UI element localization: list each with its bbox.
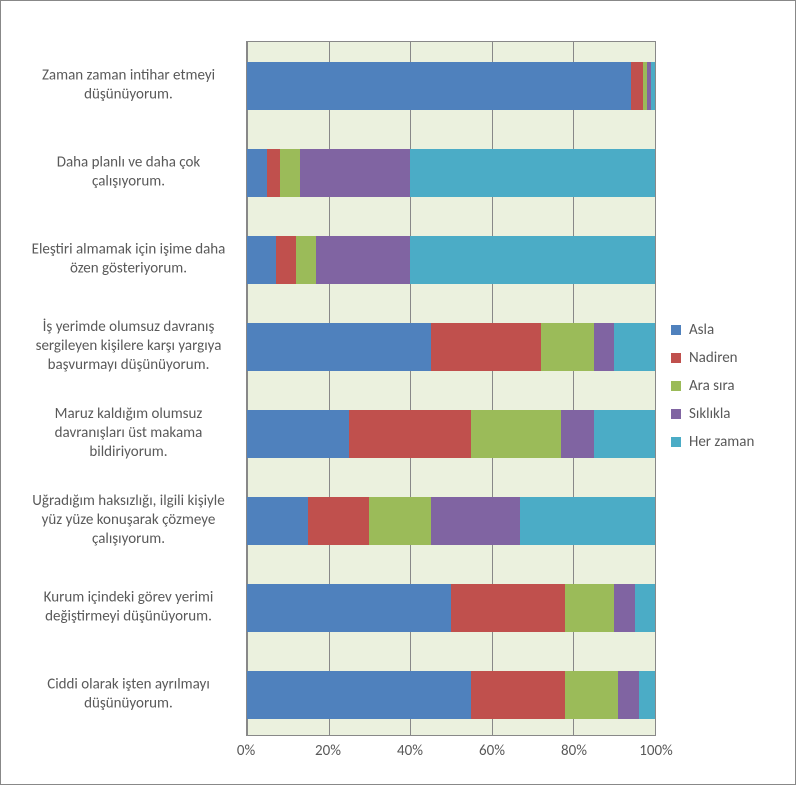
- y-axis-category-label: Zaman zaman intihar etmeyi düşünüyorum.: [21, 66, 236, 104]
- bar-segment: [410, 149, 655, 197]
- bar-segment: [247, 671, 471, 719]
- bar-segment: [280, 149, 300, 197]
- x-axis-tick-label: 80%: [561, 742, 587, 760]
- bar-segment: [247, 236, 276, 284]
- bar-segment: [247, 410, 349, 458]
- legend-swatch: [671, 325, 681, 335]
- x-axis-tick-label: 20%: [315, 742, 341, 760]
- bar-row: [247, 62, 655, 110]
- x-axis-tick-label: 60%: [479, 742, 505, 760]
- bar-segment: [565, 584, 614, 632]
- legend-swatch: [671, 381, 681, 391]
- plot-area: [246, 41, 656, 736]
- legend-item: Nadiren: [671, 349, 754, 367]
- bar-segment: [247, 62, 631, 110]
- bar-segment: [614, 323, 655, 371]
- bar-segment: [308, 497, 369, 545]
- y-axis-category-label: Eleştiri almamak için işime daha özen gö…: [21, 240, 236, 278]
- bar-segment: [594, 323, 614, 371]
- chart-body: Zaman zaman intihar etmeyi düşünüyorum. D…: [11, 21, 785, 774]
- bar-segment: [247, 584, 451, 632]
- bar-segment: [431, 497, 521, 545]
- bar-segment: [369, 497, 430, 545]
- bar-segment: [451, 584, 565, 632]
- legend-item: Sıklıkla: [671, 405, 754, 423]
- legend-swatch: [671, 409, 681, 419]
- bar-row: [247, 323, 655, 371]
- bar-segment: [300, 149, 410, 197]
- bar-segment: [247, 149, 267, 197]
- legend-label: Her zaman: [689, 433, 754, 451]
- bar-segment: [520, 497, 655, 545]
- bar-segment: [614, 584, 634, 632]
- x-axis-tick-label: 100%: [639, 742, 673, 760]
- y-axis-category-label: İş yerimde olumsuz davranış sergileyen k…: [21, 318, 236, 374]
- bar-segment: [267, 149, 279, 197]
- bar-segment: [471, 671, 565, 719]
- legend-item: Asla: [671, 321, 754, 339]
- legend: Asla Nadiren Ara sıra Sıklıkla Her zaman: [671, 321, 754, 461]
- bar-segment: [541, 323, 594, 371]
- bar-row: [247, 671, 655, 719]
- y-axis-category-label: Uğradığım haksızlığı, ilgili kişiyle yüz…: [21, 492, 236, 548]
- x-axis-tick-label: 0%: [237, 742, 255, 760]
- bar-segment: [410, 236, 655, 284]
- bar-segment: [565, 671, 618, 719]
- bar-segment: [349, 410, 471, 458]
- bar-segment: [635, 584, 655, 632]
- legend-label: Sıklıkla: [689, 405, 730, 423]
- legend-label: Nadiren: [689, 349, 738, 367]
- bar-segment: [247, 323, 431, 371]
- bar-segment: [594, 410, 655, 458]
- y-axis-category-label: Kurum içindeki görev yerimi değiştirmeyi…: [21, 588, 236, 626]
- legend-swatch: [671, 437, 681, 447]
- y-axis-category-label: Daha planlı ve daha çok çalışıyorum.: [21, 153, 236, 191]
- legend-label: Asla: [689, 321, 714, 339]
- chart-container: Zaman zaman intihar etmeyi düşünüyorum. D…: [0, 0, 796, 785]
- legend-item: Ara sıra: [671, 377, 754, 395]
- bar-segment: [639, 671, 655, 719]
- bar-segment: [247, 497, 308, 545]
- bar-segment: [561, 410, 594, 458]
- gridline: [655, 42, 656, 735]
- legend-label: Ara sıra: [689, 377, 735, 395]
- bar-row: [247, 410, 655, 458]
- x-axis-tick-label: 40%: [397, 742, 423, 760]
- bar-segment: [276, 236, 296, 284]
- legend-swatch: [671, 353, 681, 363]
- legend-item: Her zaman: [671, 433, 754, 451]
- bar-segment: [316, 236, 410, 284]
- bar-row: [247, 584, 655, 632]
- y-axis-category-label: Ciddi olarak işten ayrılmayı düşünüyorum…: [21, 675, 236, 713]
- bar-segment: [631, 62, 643, 110]
- bar-segment: [471, 410, 561, 458]
- bar-row: [247, 497, 655, 545]
- bar-row: [247, 236, 655, 284]
- bar-segment: [651, 62, 655, 110]
- y-axis-category-label: Maruz kaldığım olumsuz davranışları üst …: [21, 405, 236, 461]
- bar-segment: [618, 671, 638, 719]
- bar-segment: [431, 323, 541, 371]
- bar-segment: [296, 236, 316, 284]
- bar-row: [247, 149, 655, 197]
